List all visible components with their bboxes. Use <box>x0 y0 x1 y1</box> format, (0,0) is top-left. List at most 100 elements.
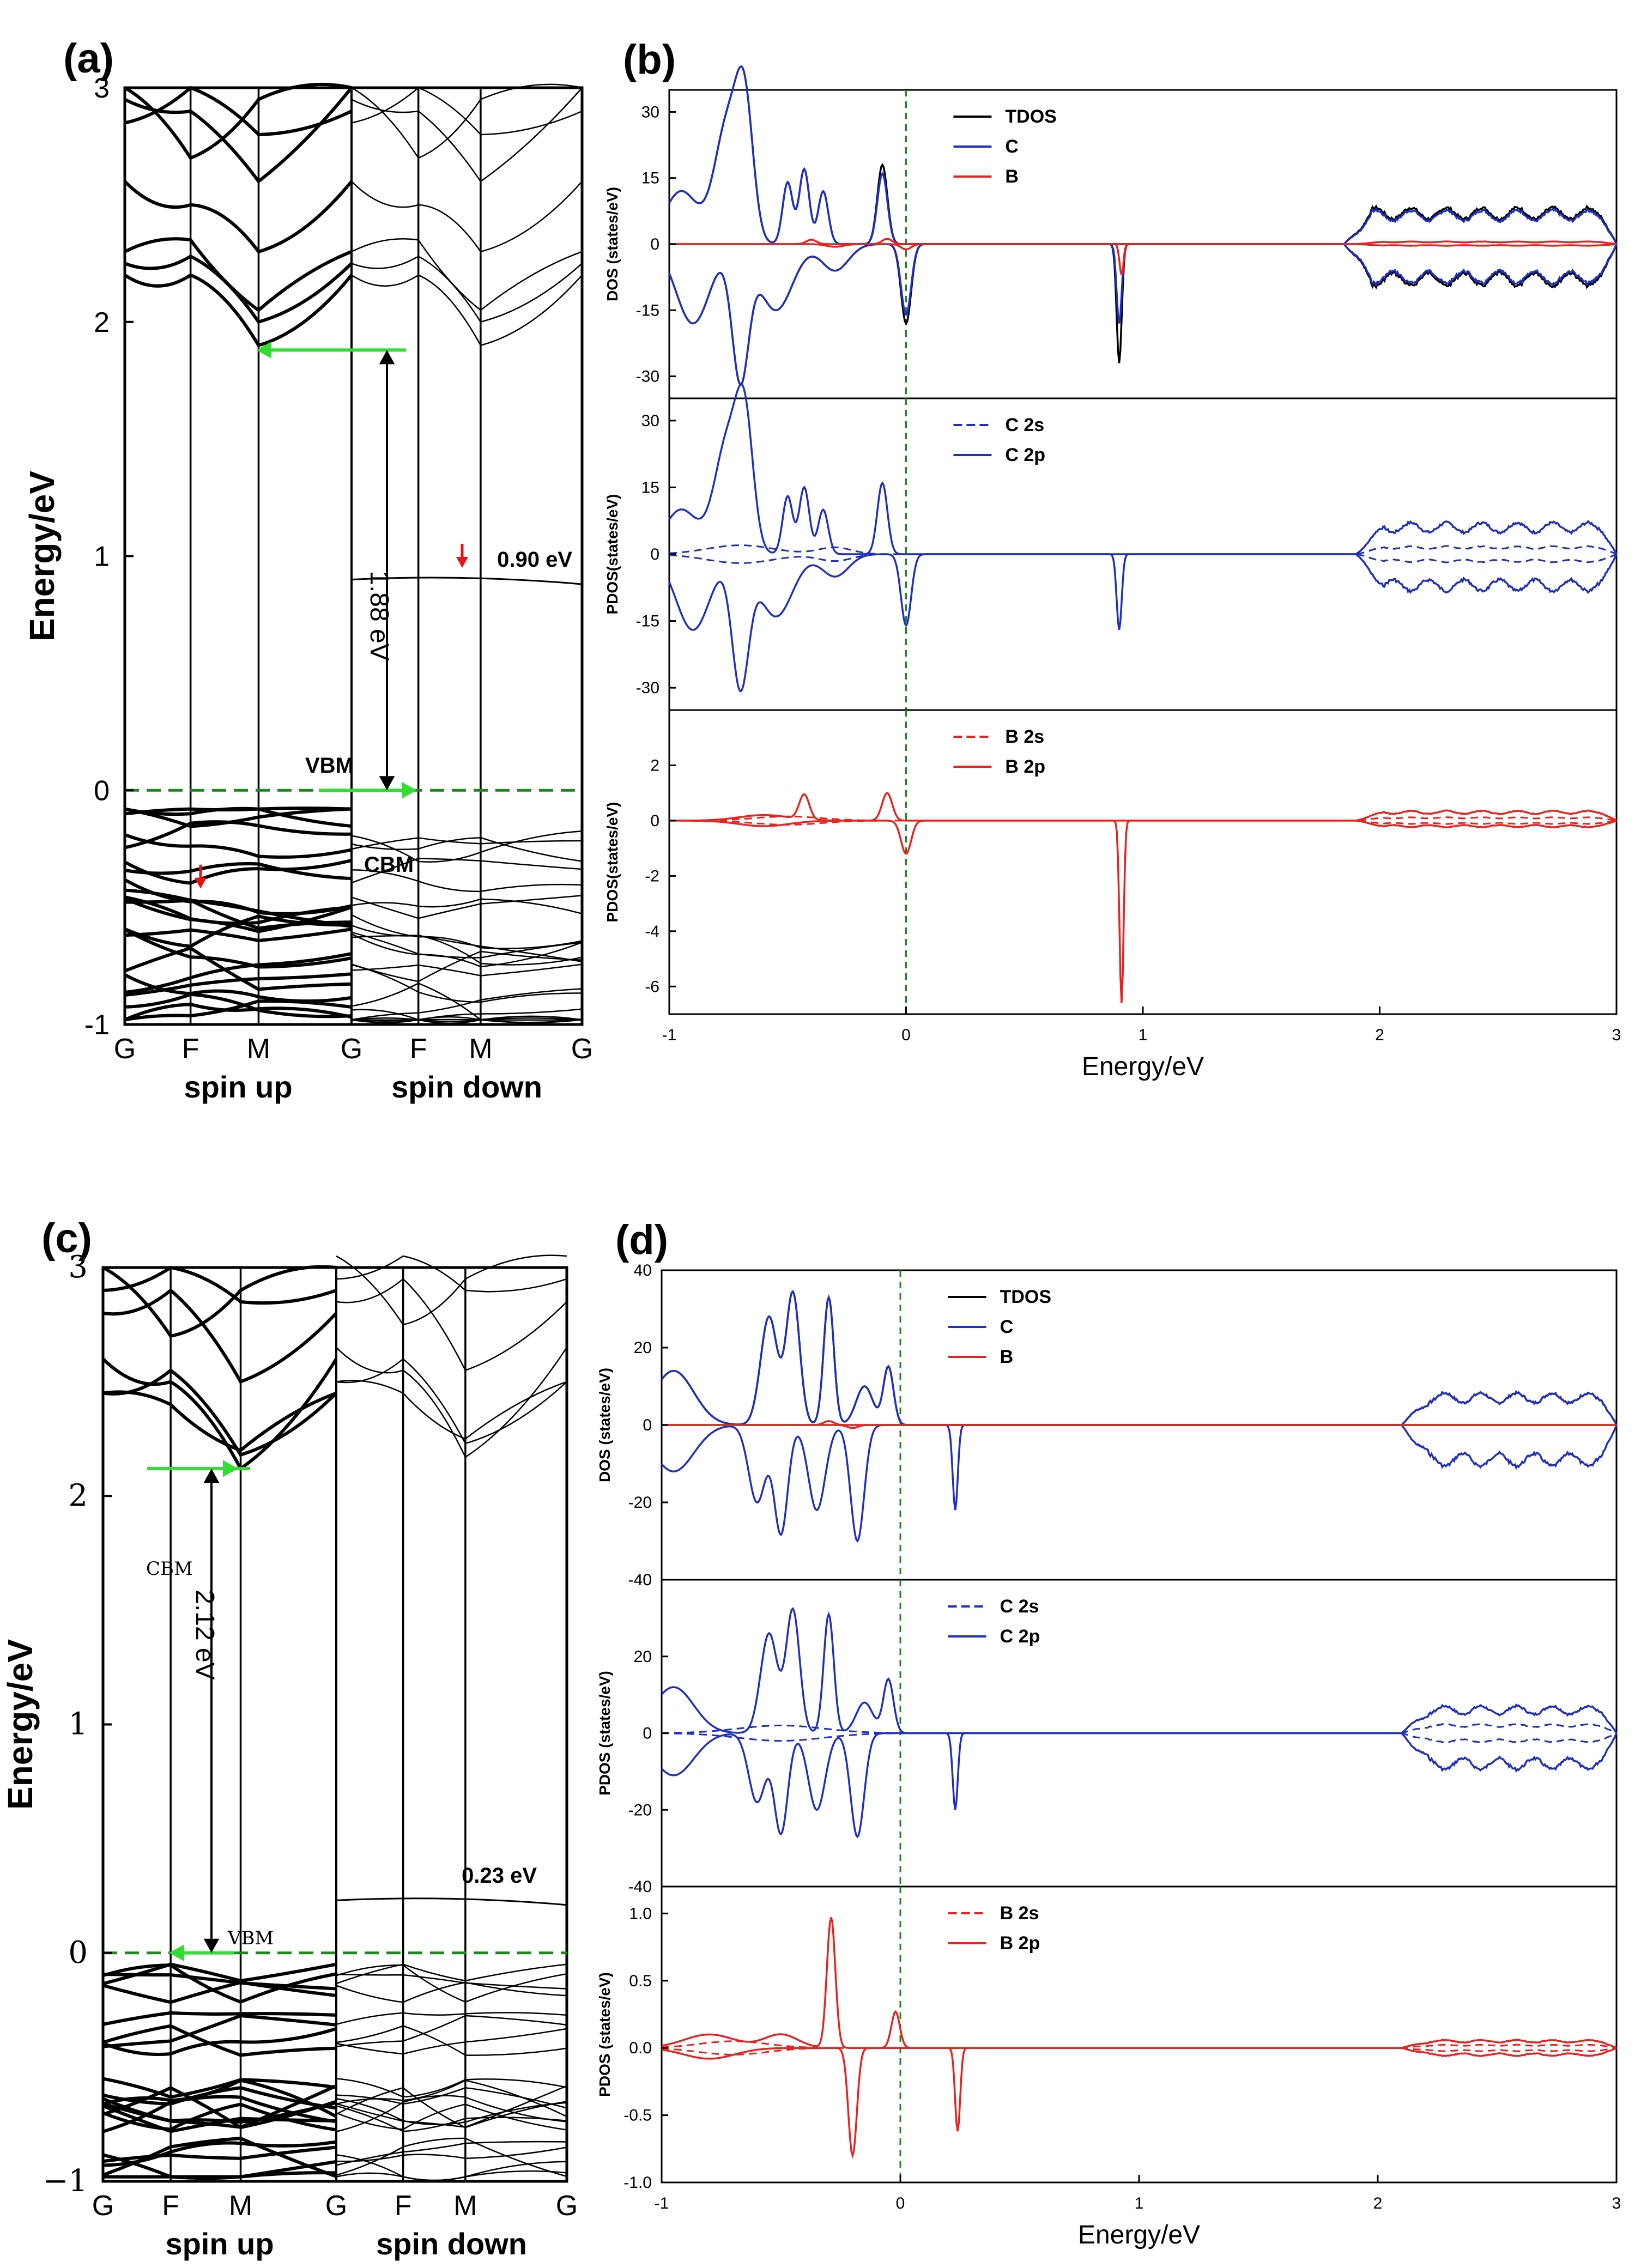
cbm-label: CBM <box>146 1558 193 1580</box>
ytick-label: 30 <box>641 103 659 121</box>
band-line <box>123 180 353 254</box>
c2s-up <box>669 544 1617 555</box>
ytick-label: 0 <box>643 1416 652 1434</box>
b2p-down <box>669 820 1617 1003</box>
band-line <box>336 2137 567 2178</box>
xtick-label: 2 <box>1373 2194 1383 2212</box>
c2p-down <box>668 553 1618 693</box>
gap-label: 1.88 eV <box>365 571 393 660</box>
kpoint-label: M <box>247 1033 270 1065</box>
defect-level-line <box>351 577 583 585</box>
ytick-label: 0.0 <box>629 2039 652 2057</box>
band-line <box>351 964 583 1003</box>
defect-level-line <box>336 1897 567 1906</box>
kpoint-label: F <box>410 1033 427 1065</box>
dos-ylabel: PDOS(states/eV) <box>604 494 621 615</box>
xtick-label: 2 <box>1375 1026 1384 1044</box>
band-line <box>102 2153 337 2180</box>
band-line <box>124 973 352 1003</box>
band-line <box>336 2140 567 2166</box>
band-line <box>102 1265 337 1305</box>
band-line <box>336 1963 567 1985</box>
xtick-label: 1 <box>1139 1026 1148 1044</box>
dos-ylabel: DOS (states/eV) <box>604 187 621 301</box>
band-line <box>102 2011 337 2026</box>
spin-down-label: spin down <box>376 2227 527 2261</box>
band-line <box>124 897 352 933</box>
panel-label: (a) <box>63 35 114 82</box>
legend-label: C 2p <box>1005 445 1045 465</box>
dos-ylabel: PDOS (states/eV) <box>596 1671 613 1796</box>
band-line <box>351 895 583 919</box>
vbm-arrow-head <box>169 1944 184 1962</box>
b2s-down <box>669 820 1617 826</box>
spin-up-label: spin up <box>184 1070 292 1104</box>
band-line <box>102 1963 337 2004</box>
ytick-label: -40 <box>628 1878 652 1896</box>
legend-label: C 2s <box>1000 1596 1039 1617</box>
band-line <box>336 2087 567 2128</box>
dos-subplot-2: 2 0 -2 -4 -6 PDOS(states/eV) B 2s B 2p <box>604 709 1618 1015</box>
xtick-label: 3 <box>1612 2194 1621 2212</box>
ytick-label: -6 <box>645 978 659 996</box>
panel-label: (b) <box>623 37 676 83</box>
kpoint-label: M <box>453 2190 477 2222</box>
ytick-label: 0 <box>94 775 110 806</box>
dos-ylabel: PDOS (states/eV) <box>596 1972 613 2097</box>
band-line <box>124 82 352 160</box>
band-line <box>336 2105 567 2132</box>
b2p-down <box>661 2047 1617 2159</box>
c2p-up <box>661 1607 1618 1735</box>
gap-arrow-head-up <box>203 1468 220 1483</box>
kpoint-label: M <box>469 1033 492 1065</box>
b2s-down <box>661 2047 1617 2055</box>
ytick-label: -1 <box>84 1009 110 1041</box>
ytick-label: 3 <box>68 1250 88 1285</box>
dos-ylabel: DOS (states/eV) <box>596 1368 613 1482</box>
ytick-label: 0 <box>650 545 659 563</box>
cbm-arrow-head <box>223 1460 238 1477</box>
dos-subplot-0: 30 15 0 -15 -30 DOS (states/eV) TDOS CB <box>604 65 1618 399</box>
c2p-down <box>661 1732 1618 1839</box>
ytick-label: 20 <box>634 1339 652 1357</box>
band-line <box>336 1380 567 1440</box>
band-line <box>101 1357 338 1471</box>
cbm-label: CBM <box>364 853 414 877</box>
c-up <box>661 1290 1618 1426</box>
band-line <box>351 898 583 914</box>
band-line <box>336 1254 567 1326</box>
legend-label: B 2p <box>1000 1933 1040 1954</box>
band-line <box>124 806 352 816</box>
ytick-label: -4 <box>645 923 659 941</box>
band-line <box>124 862 352 881</box>
band-line <box>351 924 583 966</box>
dos-subplot-0: 40 20 0 -20 -40 DOS (states/eV) TDOS CB <box>596 1262 1618 1589</box>
band-line <box>351 87 583 136</box>
gap-arrow-head-down <box>379 776 395 791</box>
vbm-label: VBM <box>227 1927 274 1949</box>
band-line <box>351 933 583 968</box>
c-down <box>661 1424 1618 1543</box>
vbm-label: VBM <box>305 754 354 778</box>
band-line <box>336 1981 567 2003</box>
ytick-label: 3 <box>94 72 110 104</box>
band-line <box>351 935 583 962</box>
kpoint-label: F <box>182 1033 199 1065</box>
band-line <box>351 1008 583 1022</box>
band-line <box>102 1265 337 1338</box>
gap-label: 2.12 eV <box>190 1590 219 1679</box>
band-line <box>124 833 352 859</box>
legend-label: B <box>1000 1347 1014 1367</box>
band-line <box>351 837 583 850</box>
band-line <box>102 1288 338 1384</box>
panel-label: (c) <box>41 1215 92 1262</box>
band-line <box>124 972 352 997</box>
kpoint-label: G <box>325 2190 347 2222</box>
kpoint-label: G <box>92 2190 114 2222</box>
band-line <box>102 2145 337 2163</box>
c-up <box>668 65 1618 245</box>
xtick-label: 1 <box>1135 2194 1144 2212</box>
ytick-label: 0 <box>643 1725 652 1743</box>
